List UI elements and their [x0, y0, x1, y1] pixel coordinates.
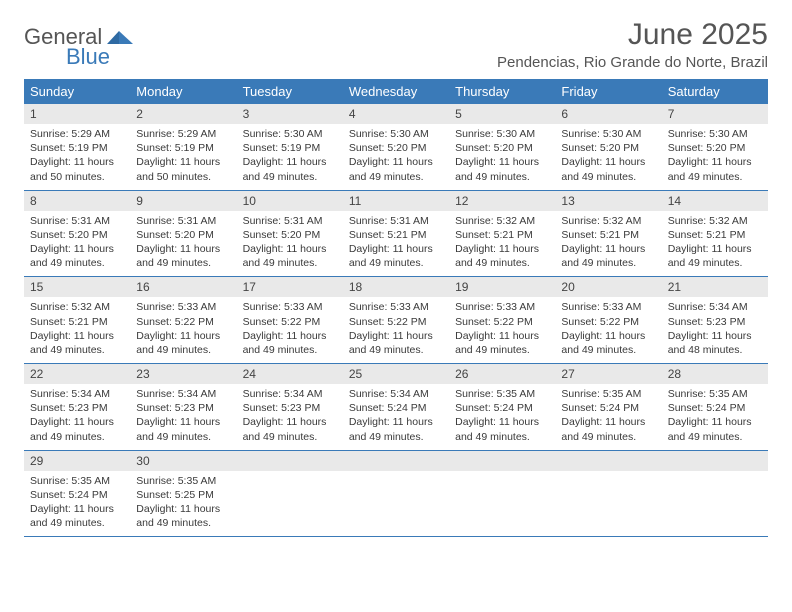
logo-text-blue: Blue	[66, 44, 110, 70]
day-detail-cell: Sunrise: 5:31 AMSunset: 5:20 PMDaylight:…	[24, 211, 130, 277]
calendar-table: SundayMondayTuesdayWednesdayThursdayFrid…	[24, 79, 768, 537]
day-detail-cell: Sunrise: 5:32 AMSunset: 5:21 PMDaylight:…	[555, 211, 661, 277]
day-detail-cell: Sunrise: 5:33 AMSunset: 5:22 PMDaylight:…	[343, 297, 449, 363]
day-detail-cell: Sunrise: 5:30 AMSunset: 5:19 PMDaylight:…	[237, 124, 343, 190]
day-detail-cell: Sunrise: 5:35 AMSunset: 5:24 PMDaylight:…	[662, 384, 768, 450]
day-number-cell: 17	[237, 277, 343, 298]
day-detail-cell: Sunrise: 5:34 AMSunset: 5:23 PMDaylight:…	[237, 384, 343, 450]
day-number-row: 1234567	[24, 104, 768, 124]
day-detail-cell: Sunrise: 5:30 AMSunset: 5:20 PMDaylight:…	[449, 124, 555, 190]
day-number-cell: 24	[237, 364, 343, 385]
day-detail-cell: Sunrise: 5:33 AMSunset: 5:22 PMDaylight:…	[237, 297, 343, 363]
day-number-cell	[343, 450, 449, 471]
day-number-cell	[662, 450, 768, 471]
day-detail-cell: Sunrise: 5:30 AMSunset: 5:20 PMDaylight:…	[662, 124, 768, 190]
day-number-cell: 11	[343, 190, 449, 211]
weekday-header: Wednesday	[343, 79, 449, 104]
day-detail-cell: Sunrise: 5:32 AMSunset: 5:21 PMDaylight:…	[24, 297, 130, 363]
day-detail-cell: Sunrise: 5:32 AMSunset: 5:21 PMDaylight:…	[449, 211, 555, 277]
day-number-cell: 14	[662, 190, 768, 211]
day-number-cell: 28	[662, 364, 768, 385]
day-detail-row: Sunrise: 5:32 AMSunset: 5:21 PMDaylight:…	[24, 297, 768, 363]
day-number-cell	[449, 450, 555, 471]
day-number-row: 2930	[24, 450, 768, 471]
day-detail-row: Sunrise: 5:34 AMSunset: 5:23 PMDaylight:…	[24, 384, 768, 450]
day-detail-cell: Sunrise: 5:31 AMSunset: 5:20 PMDaylight:…	[237, 211, 343, 277]
location-text: Pendencias, Rio Grande do Norte, Brazil	[497, 54, 768, 71]
day-detail-cell: Sunrise: 5:35 AMSunset: 5:25 PMDaylight:…	[130, 471, 236, 537]
weekday-header: Monday	[130, 79, 236, 104]
day-detail-cell: Sunrise: 5:29 AMSunset: 5:19 PMDaylight:…	[130, 124, 236, 190]
weekday-header: Tuesday	[237, 79, 343, 104]
logo: General Blue	[24, 18, 133, 70]
weekday-header: Saturday	[662, 79, 768, 104]
day-number-cell: 13	[555, 190, 661, 211]
day-number-cell: 27	[555, 364, 661, 385]
day-detail-cell: Sunrise: 5:33 AMSunset: 5:22 PMDaylight:…	[555, 297, 661, 363]
day-detail-cell: Sunrise: 5:33 AMSunset: 5:22 PMDaylight:…	[130, 297, 236, 363]
day-number-cell: 26	[449, 364, 555, 385]
day-number-cell	[555, 450, 661, 471]
day-detail-cell: Sunrise: 5:34 AMSunset: 5:23 PMDaylight:…	[24, 384, 130, 450]
day-detail-cell: Sunrise: 5:34 AMSunset: 5:23 PMDaylight:…	[130, 384, 236, 450]
logo-mark-icon	[107, 28, 133, 49]
day-detail-cell	[555, 471, 661, 537]
day-detail-cell: Sunrise: 5:31 AMSunset: 5:21 PMDaylight:…	[343, 211, 449, 277]
day-detail-cell: Sunrise: 5:35 AMSunset: 5:24 PMDaylight:…	[555, 384, 661, 450]
day-detail-cell: Sunrise: 5:35 AMSunset: 5:24 PMDaylight:…	[24, 471, 130, 537]
day-number-cell: 30	[130, 450, 236, 471]
calendar-body: 1234567Sunrise: 5:29 AMSunset: 5:19 PMDa…	[24, 104, 768, 537]
day-number-cell: 29	[24, 450, 130, 471]
day-number-cell: 9	[130, 190, 236, 211]
day-number-cell: 25	[343, 364, 449, 385]
day-number-cell: 19	[449, 277, 555, 298]
day-detail-cell	[662, 471, 768, 537]
day-number-cell: 8	[24, 190, 130, 211]
day-number-row: 15161718192021	[24, 277, 768, 298]
day-detail-row: Sunrise: 5:31 AMSunset: 5:20 PMDaylight:…	[24, 211, 768, 277]
day-detail-cell: Sunrise: 5:29 AMSunset: 5:19 PMDaylight:…	[24, 124, 130, 190]
header: General Blue June 2025 Pendencias, Rio G…	[24, 18, 768, 71]
day-detail-cell: Sunrise: 5:31 AMSunset: 5:20 PMDaylight:…	[130, 211, 236, 277]
day-number-cell: 3	[237, 104, 343, 124]
day-detail-cell: Sunrise: 5:33 AMSunset: 5:22 PMDaylight:…	[449, 297, 555, 363]
day-detail-row: Sunrise: 5:29 AMSunset: 5:19 PMDaylight:…	[24, 124, 768, 190]
day-detail-row: Sunrise: 5:35 AMSunset: 5:24 PMDaylight:…	[24, 471, 768, 537]
day-detail-cell	[343, 471, 449, 537]
day-number-cell: 18	[343, 277, 449, 298]
day-detail-cell	[449, 471, 555, 537]
weekday-header: Thursday	[449, 79, 555, 104]
day-number-cell: 20	[555, 277, 661, 298]
day-number-row: 22232425262728	[24, 364, 768, 385]
day-number-cell: 6	[555, 104, 661, 124]
weekday-header: Sunday	[24, 79, 130, 104]
day-number-cell: 16	[130, 277, 236, 298]
day-detail-cell: Sunrise: 5:34 AMSunset: 5:24 PMDaylight:…	[343, 384, 449, 450]
day-number-cell	[237, 450, 343, 471]
weekday-header: Friday	[555, 79, 661, 104]
title-block: June 2025 Pendencias, Rio Grande do Nort…	[497, 18, 768, 71]
day-number-row: 891011121314	[24, 190, 768, 211]
weekday-header-row: SundayMondayTuesdayWednesdayThursdayFrid…	[24, 79, 768, 104]
day-number-cell: 10	[237, 190, 343, 211]
day-number-cell: 21	[662, 277, 768, 298]
day-number-cell: 2	[130, 104, 236, 124]
day-detail-cell: Sunrise: 5:32 AMSunset: 5:21 PMDaylight:…	[662, 211, 768, 277]
day-detail-cell: Sunrise: 5:34 AMSunset: 5:23 PMDaylight:…	[662, 297, 768, 363]
day-detail-cell	[237, 471, 343, 537]
day-number-cell: 5	[449, 104, 555, 124]
day-number-cell: 12	[449, 190, 555, 211]
day-number-cell: 15	[24, 277, 130, 298]
day-detail-cell: Sunrise: 5:35 AMSunset: 5:24 PMDaylight:…	[449, 384, 555, 450]
day-number-cell: 7	[662, 104, 768, 124]
day-number-cell: 23	[130, 364, 236, 385]
day-number-cell: 4	[343, 104, 449, 124]
day-detail-cell: Sunrise: 5:30 AMSunset: 5:20 PMDaylight:…	[555, 124, 661, 190]
page-title: June 2025	[497, 18, 768, 52]
day-number-cell: 22	[24, 364, 130, 385]
day-number-cell: 1	[24, 104, 130, 124]
day-detail-cell: Sunrise: 5:30 AMSunset: 5:20 PMDaylight:…	[343, 124, 449, 190]
